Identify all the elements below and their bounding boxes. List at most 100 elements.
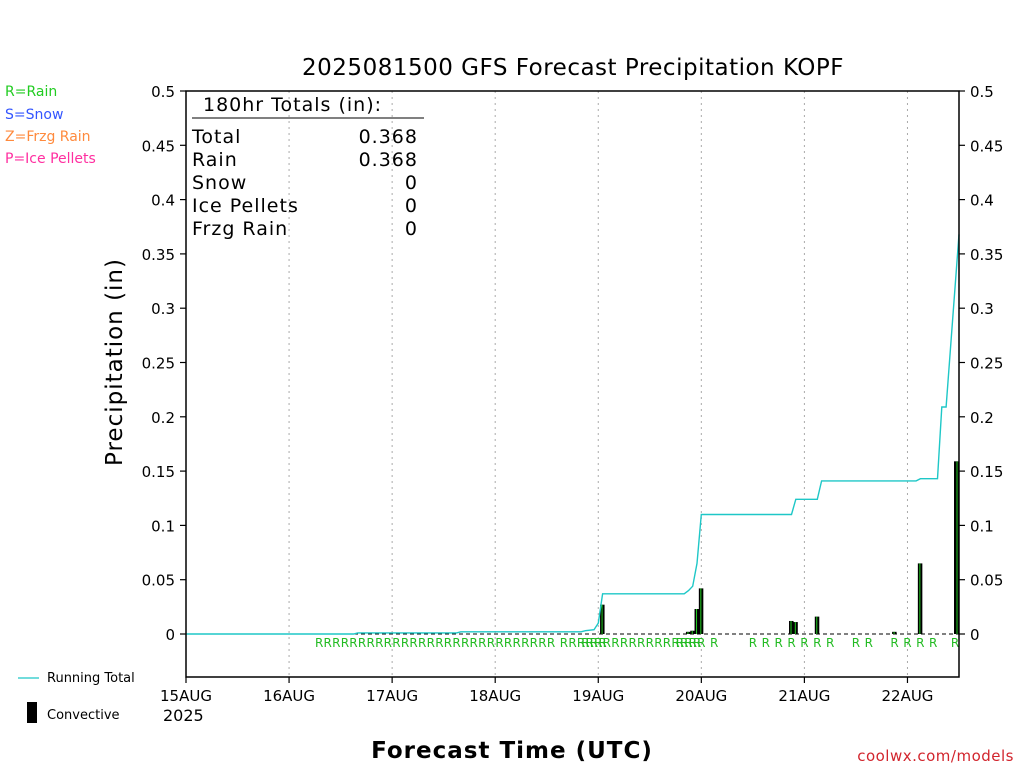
rain-marker: R [680, 636, 688, 650]
y-tick-label-right: 0.4 [970, 192, 994, 210]
y-tick-label-left: 0.1 [151, 517, 175, 535]
rain-marker: R [787, 636, 795, 650]
x-tick-label: 22AUG [881, 687, 933, 705]
y-tick-label-left: 0.15 [142, 463, 175, 481]
rain-marker: R [409, 636, 417, 650]
rain-marker: R [903, 636, 911, 650]
rain-marker: R [689, 636, 697, 650]
running-total-line [186, 234, 960, 635]
rain-marker: R [671, 636, 679, 650]
y-tick-label-right: 0 [970, 626, 980, 644]
rain-marker: R [603, 636, 611, 650]
rain-marker: R [418, 636, 426, 650]
rain-marker: R [427, 636, 435, 650]
rain-marker: R [800, 636, 808, 650]
totals-row-value: 0.368 [359, 126, 418, 148]
rain-marker: R [697, 636, 705, 650]
totals-row-value: 0.368 [359, 149, 418, 171]
rain-marker: R [663, 636, 671, 650]
rain-marker: R [332, 636, 340, 650]
rain-marker: R [929, 636, 937, 650]
legend-rain: R=Rain [5, 84, 57, 100]
rain-marker: R [324, 636, 332, 650]
rain-marker: R [452, 636, 460, 650]
x-tick-label: 18AUG [469, 687, 521, 705]
rain-marker: R [590, 636, 598, 650]
rain-marker: R [749, 636, 757, 650]
rain-marker: R [654, 636, 662, 650]
rain-marker: R [538, 636, 546, 650]
totals-header: 180hr Totals (in): [203, 94, 382, 116]
rain-marker: R [594, 636, 602, 650]
rain-marker: R [358, 636, 366, 650]
rain-marker: R [826, 636, 834, 650]
y-tick-label-right: 0.15 [970, 463, 1003, 481]
y-tick-label-right: 0.2 [970, 409, 994, 427]
rain-marker: R [628, 636, 636, 650]
chart-title: 2025081500 GFS Forecast Precipitation KO… [302, 55, 844, 81]
legend-convective: Convective [47, 708, 120, 723]
y-tick-label-right: 0.3 [970, 300, 994, 318]
legend-snow: S=Snow [5, 107, 63, 123]
rain-marker: R [315, 636, 323, 650]
rain-marker: R [547, 636, 555, 650]
rain-marker: R [620, 636, 628, 650]
rain-marker: R [865, 636, 873, 650]
y-tick-label-left: 0.4 [151, 192, 175, 210]
y-tick-label-right: 0.35 [970, 246, 1003, 264]
rain-marker: R [568, 636, 576, 650]
rain-marker: R [693, 636, 701, 650]
legend-ice-pellets: P=Ice Pellets [5, 151, 96, 167]
x-tick-label: 17AUG [366, 687, 418, 705]
rain-marker: R [637, 636, 645, 650]
rain-marker: R [349, 636, 357, 650]
totals-row-label: Rain [192, 149, 238, 171]
rain-marker: R [513, 636, 521, 650]
y-axis-label: Precipitation (in) [102, 258, 128, 466]
rain-marker: R [684, 636, 692, 650]
legend-frzg-rain: Z=Frzg Rain [5, 129, 91, 145]
y-tick-label-right: 0.05 [970, 572, 1003, 590]
y-tick-label-left: 0.2 [151, 409, 175, 427]
rain-marker: R [401, 636, 409, 650]
totals-row-label: Total [191, 126, 241, 148]
y-tick-label-left: 0.05 [142, 572, 175, 590]
rain-marker: R [676, 636, 684, 650]
rain-marker: R [341, 636, 349, 650]
rain-marker: R [710, 636, 718, 650]
rain-marker: R [530, 636, 538, 650]
rain-marker: R [611, 636, 619, 650]
y-tick-label-left: 0.3 [151, 300, 175, 318]
convective-bar [954, 461, 959, 634]
plot-frame [185, 90, 960, 678]
legend-running-total: Running Total [47, 671, 135, 686]
rain-marker: R [598, 636, 606, 650]
convective-swatch [27, 702, 37, 723]
axes: 0 00.05 0.050.1 0.10.15 0.150.2 0.20.25 0.250.… [142, 83, 1004, 705]
rain-marker: R [813, 636, 821, 650]
rain-marker: R [586, 636, 594, 650]
rain-marker: R [478, 636, 486, 650]
rain-marker: R [392, 636, 400, 650]
y-tick-label-left: 0 [165, 626, 175, 644]
totals-row-label: Frzg Rain [192, 218, 288, 240]
totals-row-value: 0 [405, 218, 418, 240]
rain-marker: R [581, 636, 589, 650]
rain-marker: R [646, 636, 654, 650]
y-tick-label-left: 0.35 [142, 246, 175, 264]
rain-marker: R [762, 636, 770, 650]
rain-marker: R [774, 636, 782, 650]
x-axis-label: Forecast Time (UTC) [371, 738, 653, 764]
totals-row-value: 0 [405, 195, 418, 217]
rain-marker: R [487, 636, 495, 650]
rain-marker: R [470, 636, 478, 650]
y-tick-label-right: 0.25 [970, 355, 1003, 373]
y-tick-label-right: 0.1 [970, 517, 994, 535]
x-tick-label: 21AUG [778, 687, 830, 705]
rain-marker: R [375, 636, 383, 650]
rain-marker: R [435, 636, 443, 650]
rain-marker: R [577, 636, 585, 650]
rain-marker: R [495, 636, 503, 650]
